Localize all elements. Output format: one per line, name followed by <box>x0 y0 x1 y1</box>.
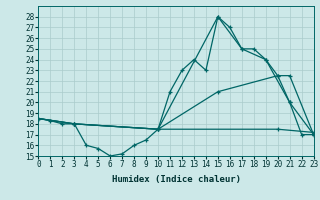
X-axis label: Humidex (Indice chaleur): Humidex (Indice chaleur) <box>111 175 241 184</box>
